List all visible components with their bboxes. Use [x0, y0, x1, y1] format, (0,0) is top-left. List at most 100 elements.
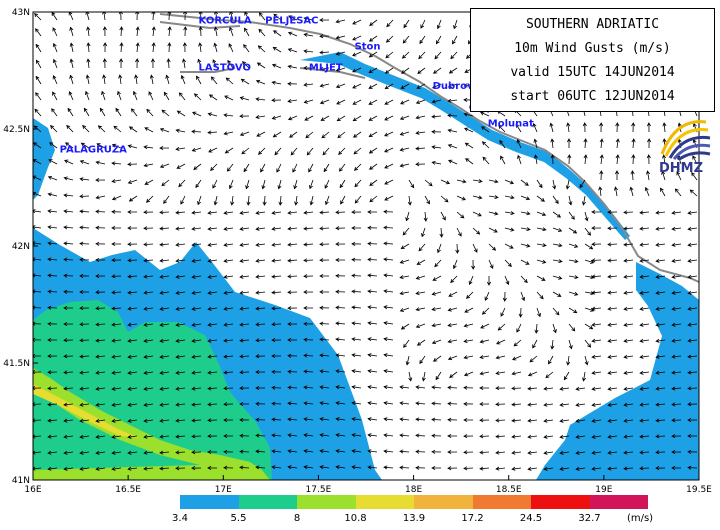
place-label: MLJET [309, 63, 343, 74]
place-label: PALAGRUZA [60, 144, 128, 155]
wind-arrow [63, 289, 74, 294]
wind-arrow [127, 242, 138, 247]
wind-arrow [271, 449, 282, 454]
wind-arrow [228, 43, 234, 53]
wind-arrow [536, 211, 547, 216]
wind-arrow [159, 370, 170, 375]
wind-arrow [615, 138, 620, 149]
wind-arrow [175, 434, 186, 439]
wind-arrow [639, 210, 650, 215]
gust-band-8 [33, 368, 270, 480]
wind-arrow [543, 386, 554, 391]
wind-arrow [367, 353, 378, 358]
wind-arrow [143, 258, 154, 263]
wind-arrow [102, 74, 107, 85]
wind-arrow [175, 210, 186, 215]
wind-arrow [599, 170, 604, 181]
wind-arrow [568, 339, 573, 350]
wind-arrow [144, 179, 154, 185]
wind-arrow [646, 122, 651, 133]
wind-arrow [463, 466, 474, 471]
wind-arrow [118, 74, 123, 85]
wind-arrow [319, 465, 330, 470]
wind-arrow [367, 289, 378, 294]
wind-arrow [127, 226, 138, 231]
wind-arrow [321, 131, 330, 139]
wind-arrow [431, 465, 441, 471]
wind-arrow [337, 131, 346, 139]
wind-arrow [324, 179, 330, 189]
wind-arrow [258, 12, 266, 21]
wind-arrow [193, 163, 202, 171]
wind-arrow [223, 402, 234, 407]
wind-arrow [566, 355, 571, 366]
wind-arrow [418, 51, 426, 60]
wind-arrow [159, 338, 170, 343]
wind-arrow [335, 433, 346, 438]
wind-arrow [383, 401, 394, 406]
wind-arrow [607, 354, 618, 359]
wind-arrow [536, 275, 546, 281]
wind-arrow [65, 142, 74, 149]
wind-arrow [319, 353, 330, 358]
wind-arrow [143, 274, 154, 279]
wind-arrow [49, 142, 58, 149]
lon-tick-label: 18.5E [496, 485, 522, 495]
wind-arrow [432, 83, 442, 89]
wind-arrow [294, 195, 299, 206]
wind-arrow [127, 386, 138, 391]
wind-arrow [113, 125, 122, 133]
wind-arrow [687, 386, 698, 391]
wind-arrow [255, 417, 266, 422]
wind-arrow [472, 243, 478, 253]
wind-arrow [271, 274, 282, 279]
wind-arrow [687, 258, 698, 263]
wind-arrow [47, 402, 58, 407]
wind-arrow [143, 466, 154, 471]
wind-arrow [79, 402, 90, 407]
wind-arrow [287, 385, 298, 390]
legend-swatch [238, 495, 297, 509]
wind-arrow [207, 242, 218, 247]
wind-arrow [402, 227, 410, 236]
wind-arrow [182, 42, 187, 53]
wind-arrow [497, 323, 506, 331]
wind-arrow [607, 466, 618, 471]
wind-arrow [383, 209, 394, 214]
wind-arrow [447, 401, 458, 406]
wind-arrow [63, 241, 74, 246]
wind-arrow [565, 179, 570, 190]
wind-arrow [479, 434, 490, 439]
wind-arrow [579, 179, 586, 189]
wind-arrow [79, 450, 90, 455]
wind-arrow [500, 155, 506, 165]
wind-arrow [287, 48, 298, 53]
wind-arrow [435, 371, 442, 381]
wind-arrow [401, 67, 410, 74]
wind-arrow [134, 74, 139, 85]
wind-arrow [303, 99, 314, 104]
wind-arrow [584, 355, 589, 366]
wind-arrow [367, 321, 378, 326]
wind-arrow [287, 290, 298, 295]
wind-arrow [63, 176, 74, 181]
wind-arrow [47, 337, 57, 343]
wind-arrow [305, 131, 314, 139]
wind-arrow [239, 465, 250, 470]
wind-arrow [400, 83, 410, 89]
wind-arrow [127, 434, 138, 439]
wind-arrow [415, 449, 426, 454]
wind-arrow [303, 258, 314, 263]
legend-threshold: 10.8 [344, 513, 367, 524]
wind-arrow [33, 225, 42, 230]
wind-arrow [405, 355, 410, 366]
wind-arrow [383, 353, 394, 358]
wind-arrow [399, 291, 410, 296]
wind-arrow [536, 227, 547, 232]
lon-tick-label: 16.5E [115, 485, 141, 495]
wind-arrow [63, 466, 74, 471]
wind-arrow [369, 179, 378, 186]
wind-arrow [63, 338, 74, 343]
wind-arrow [223, 370, 234, 375]
dhmz-logo-icon [660, 120, 711, 162]
